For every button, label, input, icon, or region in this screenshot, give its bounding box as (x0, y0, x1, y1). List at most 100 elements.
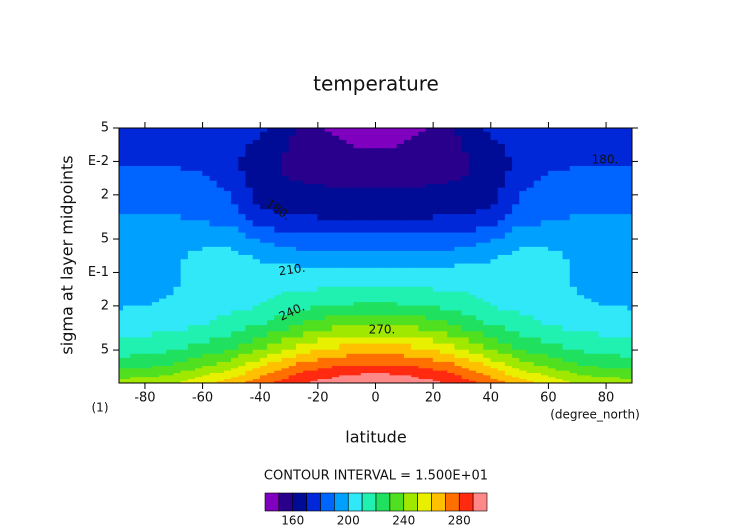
field-cell (526, 143, 535, 149)
field-cell (119, 238, 124, 244)
field-cell (483, 286, 492, 293)
field-cell (288, 357, 297, 363)
field-cell (288, 166, 297, 172)
field-cell (562, 375, 571, 378)
field-cell (331, 156, 340, 162)
field-cell (468, 315, 477, 321)
field-cell (382, 170, 391, 177)
field-cell (411, 175, 420, 182)
field-cell (548, 143, 556, 149)
field-cell (346, 331, 355, 339)
field-cell (367, 209, 376, 215)
field-cell (173, 220, 182, 228)
field-cell (360, 343, 369, 351)
field-cell (404, 156, 412, 162)
field-cell (187, 259, 196, 265)
field-cell (317, 295, 326, 300)
field-cell (324, 375, 333, 378)
field-cell (497, 242, 506, 248)
field-cell (346, 259, 355, 265)
field-cell (497, 175, 506, 182)
field-cell (425, 281, 434, 288)
field-cell (504, 373, 513, 376)
field-cell (555, 298, 564, 303)
field-cell (238, 343, 247, 351)
field-cell (454, 170, 463, 177)
field-cell (317, 267, 326, 273)
field-cell (267, 242, 275, 248)
field-cell (281, 139, 290, 145)
field-cell (512, 226, 520, 234)
field-cell (555, 238, 564, 244)
field-cell (468, 180, 477, 185)
field-cell (555, 131, 564, 137)
field-cell (360, 220, 369, 228)
field-cell (353, 232, 362, 240)
field-cell (440, 226, 448, 234)
field-cell (367, 152, 376, 158)
field-cell (119, 315, 124, 321)
field-cell (209, 272, 218, 278)
field-cell (627, 226, 632, 234)
field-cell (425, 361, 434, 367)
field-cell (468, 191, 477, 196)
field-cell (267, 143, 275, 149)
field-cell (166, 325, 175, 332)
field-cell (123, 156, 131, 162)
field-cell (360, 226, 369, 234)
field-cell (396, 368, 405, 372)
field-cell (195, 343, 203, 351)
field-cell (627, 148, 632, 154)
field-cell (562, 170, 571, 177)
field-cell (223, 368, 232, 372)
field-cell (353, 148, 362, 154)
field-cell (245, 128, 254, 133)
field-cell (173, 380, 182, 383)
field-cell (274, 139, 283, 145)
field-cell (576, 128, 585, 133)
field-cell (252, 246, 261, 252)
field-cell (202, 232, 211, 240)
field-cell (310, 353, 319, 359)
field-cell (454, 331, 463, 339)
field-cell (130, 184, 139, 189)
field-cell (317, 361, 326, 367)
field-cell (130, 209, 139, 215)
field-cell (504, 194, 513, 201)
field-cell (339, 148, 347, 154)
field-cell (317, 152, 326, 158)
field-cell (540, 267, 549, 273)
field-cell (569, 148, 578, 154)
field-cell (281, 365, 290, 369)
field-cell (317, 377, 326, 380)
field-cell (202, 238, 211, 244)
field-cell (295, 161, 304, 167)
field-cell (454, 139, 463, 145)
field-cell (490, 375, 499, 378)
field-cell (562, 226, 571, 234)
field-cell (540, 199, 549, 205)
field-cell (612, 187, 621, 192)
field-cell (123, 263, 131, 269)
field-cell (180, 148, 189, 154)
field-cell (119, 365, 124, 369)
field-cell (576, 320, 585, 326)
field-cell (159, 267, 167, 273)
field-cell (569, 373, 578, 376)
field-cell (440, 286, 448, 293)
field-cell (375, 226, 384, 234)
field-cell (396, 209, 405, 215)
field-cell (540, 242, 549, 248)
field-cell (195, 315, 203, 321)
field-cell (324, 379, 333, 382)
field-cell (281, 161, 290, 167)
field-cell (202, 365, 211, 369)
field-cell (195, 152, 203, 158)
field-cell (454, 315, 463, 321)
field-cell (267, 281, 275, 288)
field-cell (432, 380, 441, 383)
field-cell (411, 267, 420, 273)
field-cell (526, 368, 535, 372)
field-cell (533, 331, 542, 339)
field-cell (130, 310, 139, 316)
